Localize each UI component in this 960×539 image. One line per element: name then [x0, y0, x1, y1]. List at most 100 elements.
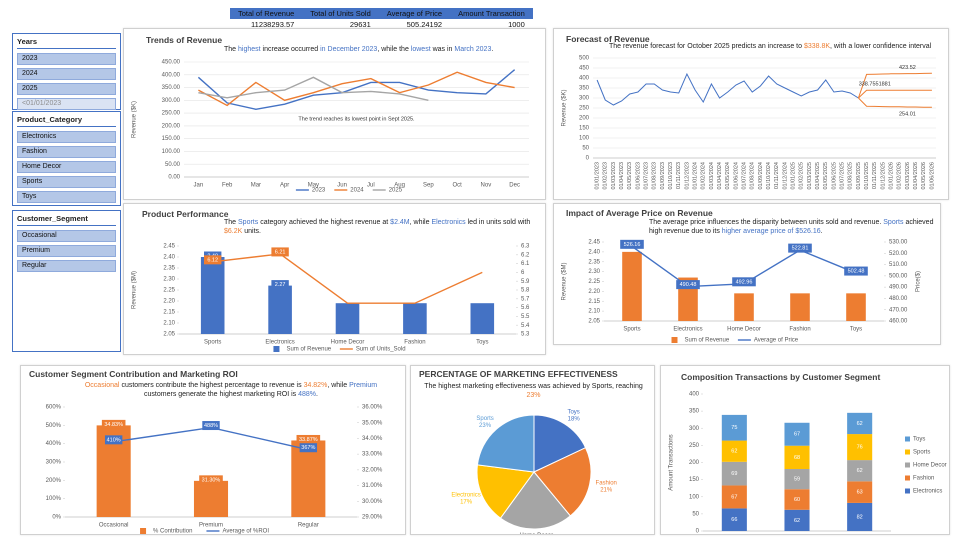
slicer-item[interactable]: <01/01/2023	[17, 98, 116, 110]
y-tick-label: 450.00	[162, 60, 181, 66]
chart-subtitle: The revenue forecast for October 2025 pr…	[609, 42, 944, 51]
line-series	[857, 72, 932, 99]
x-tick-label: 01/04/2024	[717, 162, 723, 190]
bar	[470, 303, 495, 334]
annotation: 254.01	[899, 111, 916, 117]
legend-label: Sports	[913, 450, 930, 456]
pie-value-label: 17%	[460, 500, 473, 506]
chart-panel: 2.05 2.10 2.15 2.20 2.25 2.30 2.35 2.40 2.45 5.3 5…	[123, 203, 546, 355]
subtitle-part: category achieved the highest revenue at	[258, 219, 391, 226]
x-tick-label: 01/08/2025	[848, 162, 854, 190]
label-bg	[788, 243, 812, 253]
kpi-header: Amount Transaction	[450, 8, 533, 19]
data-label: 67	[731, 494, 737, 500]
chart-title: Customer Segment Contribution and Market…	[29, 369, 238, 379]
bar	[846, 293, 866, 321]
subtitle-part: , with a lower confidence interval	[830, 43, 932, 50]
y-tick-label: 50.00	[165, 162, 181, 168]
x-tick-label: 01/09/2023	[660, 162, 666, 190]
y-tick-label: 2.30	[588, 269, 600, 275]
y-tick-label: 0.00	[168, 175, 180, 181]
legend-label: % Contribution	[153, 529, 192, 534]
slicer-title: Years	[17, 37, 116, 49]
label-bg	[202, 421, 220, 431]
chart: 0 50 100 150 200 250 300 350 400 Amount Transacti…	[669, 392, 947, 534]
y-axis-title: Revenue ($M)	[562, 262, 568, 300]
legend-label: 2024	[350, 188, 364, 194]
y-tick-label: 2.40	[163, 255, 175, 261]
x-tick-label: 01/02/2025	[799, 162, 805, 190]
x-tick-label: 01/05/2024	[725, 162, 731, 190]
y2-tick-label: 5.5	[521, 314, 530, 320]
y-tick-label: 2.30	[163, 277, 175, 283]
y-axis-title: Revenue ($M)	[132, 271, 138, 309]
subtitle-part: achieved high revenue due to its	[649, 219, 934, 236]
chart-panel: 0.00 50.00 100.00 150.00 200.00 250.00 300.00 3…	[123, 28, 546, 200]
pie-label: Toys	[567, 410, 579, 416]
subtitle-part: .	[316, 391, 318, 399]
y-axis-title: Revenue ($K)	[562, 89, 568, 126]
y-tick-label: 300	[689, 426, 700, 432]
line-series	[596, 72, 859, 106]
slicer-item[interactable]: Home Decor	[17, 161, 116, 173]
bar	[734, 293, 754, 321]
chart-subtitle: The Sports category achieved the highest…	[224, 218, 534, 236]
pie-slice	[533, 447, 592, 517]
x-tick-label: 01/10/2025	[864, 162, 870, 190]
x-tick-label: Aug	[394, 183, 405, 189]
subtitle-part: The	[224, 219, 239, 226]
subtitle-part: $2.4M	[390, 219, 410, 226]
x-tick-label: May	[308, 183, 319, 189]
slicer-item[interactable]: 2025	[17, 83, 116, 95]
subtitle-part: $6.2K	[224, 228, 243, 236]
slicer-item[interactable]: Electronics	[17, 131, 116, 143]
y-tick-label: 200%	[46, 478, 62, 484]
x-tick-label: 01/06/2024	[733, 162, 739, 190]
slicer-item[interactable]: Regular	[17, 260, 116, 272]
x-tick-label: 01/11/2025	[872, 162, 878, 189]
y-tick-label: 2.25	[588, 279, 600, 285]
x-tick-label: 01/02/2024	[701, 162, 707, 190]
subtitle-part: customers generate the highest marketing…	[144, 391, 299, 399]
slicer-item[interactable]: Fashion	[17, 146, 116, 158]
subtitle-part: 23%	[526, 392, 541, 400]
y-tick-label: 2.40	[588, 249, 600, 255]
slicer-item[interactable]: 2024	[17, 68, 116, 80]
data-label: 502.48	[848, 269, 865, 275]
x-tick-label: Occasional	[99, 523, 129, 529]
y-tick-label: 350	[689, 409, 700, 415]
slicer-item[interactable]: Sports	[17, 176, 116, 188]
x-tick-label: 01/05/2025	[823, 162, 829, 190]
subtitle-part: The	[224, 46, 239, 53]
slicer-item[interactable]: Premium	[17, 245, 116, 257]
x-tick-label: 01/09/2024	[758, 162, 764, 190]
legend-label: Fashion	[913, 476, 934, 482]
x-tick-label: Feb	[222, 183, 233, 189]
legend-label: Home Decor	[913, 463, 947, 469]
x-tick-label: Toys	[476, 340, 488, 346]
y-tick-label: 0%	[52, 515, 61, 521]
slicer-item[interactable]: Toys	[17, 191, 116, 203]
x-tick-label: 01/04/2023	[619, 162, 625, 190]
slicer-item[interactable]: 2023	[17, 53, 116, 65]
data-label: 33.87%	[299, 437, 318, 443]
subtitle-part: .	[820, 228, 823, 236]
y-tick-label: 50	[692, 511, 699, 517]
chart-panel: 0 50 100 150 200 250 300 350 400 Amount Transacti…	[660, 365, 950, 535]
x-tick-label: Regular	[298, 523, 319, 529]
x-tick-label: 01/09/2025	[856, 162, 862, 190]
pie-slice	[476, 414, 535, 473]
line-series	[113, 426, 309, 451]
slicer-item[interactable]: Occasional	[17, 230, 116, 242]
subtitle-part: Electronics	[431, 219, 466, 226]
subtitle-part: The revenue forecast for October 2025 pr…	[609, 43, 804, 50]
bar	[291, 440, 326, 517]
legend-label: Sum of Units_Sold	[356, 347, 406, 353]
x-tick-label: 01/04/2026	[913, 162, 919, 190]
x-tick-label: Apr	[280, 183, 289, 189]
bar	[847, 502, 873, 531]
bar	[721, 440, 747, 462]
y-tick-label: 250	[579, 106, 590, 112]
